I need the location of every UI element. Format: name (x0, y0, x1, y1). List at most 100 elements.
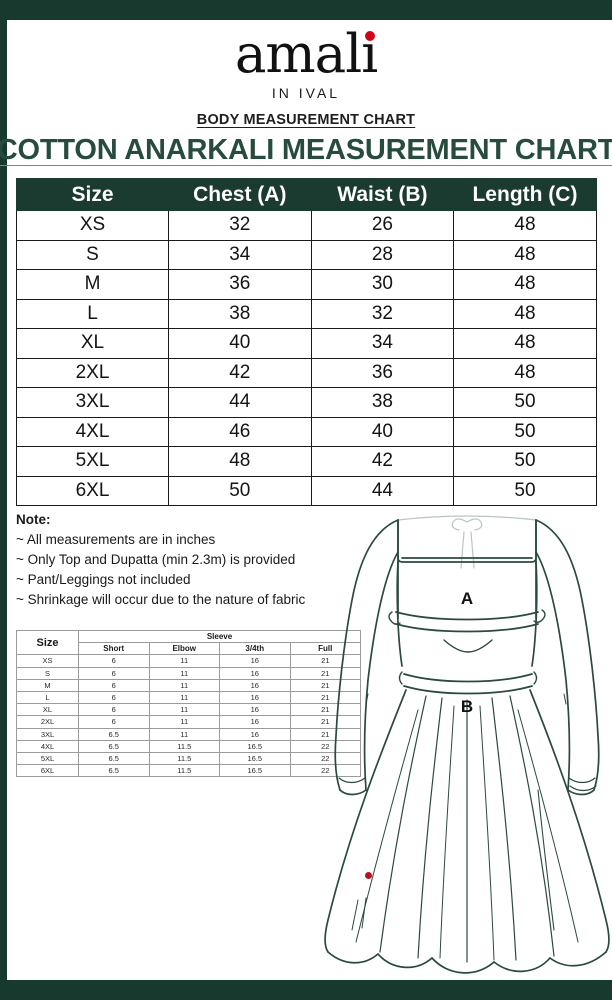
sleeve-cell-value: 16 (219, 666, 291, 680)
sleeve-column-header-elbow: Elbow (148, 642, 220, 656)
cell-size: 4XL (16, 416, 169, 447)
table-row: M 36 30 48 (16, 269, 597, 300)
sleeve-cell-value: 16 (219, 727, 291, 741)
sleeve-table-row: XS 6 11 16 21 (16, 654, 362, 668)
sleeve-table-row: 4XL 6.5 11.5 16.5 22 (16, 739, 362, 753)
cell-value: 48 (168, 446, 312, 477)
cell-size: S (16, 239, 169, 270)
sleeve-cell-value: 16 (219, 690, 291, 705)
sleeve-cell-value: 22 (289, 764, 362, 778)
sleeve-cell-value: 6 (78, 654, 150, 668)
sleeve-cell-value: 16 (219, 715, 291, 729)
cell-value: 40 (168, 328, 312, 359)
table-row: XL 40 34 48 (16, 328, 597, 359)
accent-dot-icon (365, 872, 372, 879)
top-band (0, 0, 612, 20)
cell-value: 26 (310, 210, 455, 241)
page-title-container: COTTON ANARKALI MEASUREMENT CHART (0, 136, 612, 166)
main-table-body: XS 32 26 48 S 34 28 48 M 36 30 48 L 38 32 48 XL 40 34 48 2XL… (16, 210, 597, 506)
cell-value: 28 (310, 239, 455, 270)
sleeve-cell-size: 2XL (16, 715, 79, 729)
cell-value: 48 (453, 210, 597, 241)
cell-size: 3XL (16, 387, 169, 418)
sleeve-table-row: 3XL 6.5 11 16 21 (16, 727, 362, 741)
sleeve-cell-value: 6 (78, 715, 150, 729)
cell-size: M (16, 269, 169, 300)
sleeve-cell-value: 6.5 (78, 751, 150, 766)
cell-value: 48 (453, 269, 597, 300)
cell-value: 48 (453, 357, 597, 388)
bottom-band (0, 980, 612, 1000)
sleeve-cell-value: 16 (219, 678, 291, 692)
column-header-size: Size (16, 178, 169, 211)
sleeve-cell-value: 6 (78, 666, 150, 680)
cell-value: 50 (168, 475, 312, 506)
sleeve-measurement-table: Size Sleeve Short Elbow 3/4th Full XS 6 11… (16, 629, 362, 778)
cell-value: 38 (310, 387, 455, 418)
table-row: L 38 32 48 (16, 298, 597, 329)
table-row: 6XL 50 44 50 (16, 475, 597, 506)
sleeve-cell-value: 11 (148, 690, 220, 705)
sleeve-cell-size: 4XL (16, 739, 79, 753)
table-row: 2XL 42 36 48 (16, 357, 597, 388)
cell-value: 50 (453, 446, 597, 477)
cell-value: 44 (310, 475, 455, 506)
sleeve-cell-value: 11 (148, 703, 220, 717)
sleeve-table-row: XL 6 11 16 21 (16, 703, 362, 717)
sleeve-cell-size: S (16, 666, 79, 680)
sleeve-cell-value: 11.5 (148, 751, 220, 766)
cell-value: 42 (310, 446, 455, 477)
sleeve-cell-size: XL (16, 703, 79, 717)
sleeve-table-row: 2XL 6 11 16 21 (16, 715, 362, 729)
cell-value: 34 (168, 239, 312, 270)
sleeve-cell-size: XS (16, 654, 79, 668)
cell-size: 2XL (16, 357, 169, 388)
note-item: ~ Shrinkage will occur due to the nature… (16, 592, 306, 607)
sleeve-header-row-1: Size Sleeve (16, 629, 362, 656)
sleeve-table-row: 6XL 6.5 11.5 16.5 22 (16, 764, 362, 778)
cell-size: 6XL (16, 475, 169, 506)
cell-size: XS (16, 210, 169, 241)
sleeve-column-header-short: Short (78, 642, 150, 656)
sleeve-cell-size: 3XL (16, 727, 79, 741)
sleeve-cell-value: 11 (148, 715, 220, 729)
sleeve-table-row: M 6 11 16 21 (16, 678, 362, 692)
brand-block: amali IN IVAL BODY MEASUREMENT CHART (0, 24, 612, 129)
sleeve-cell-value: 6.5 (78, 764, 150, 778)
sleeve-cell-value: 11 (148, 666, 220, 680)
column-header-length: Length (C) (453, 178, 597, 211)
notes-title: Note: (16, 512, 51, 527)
page-title: COTTON ANARKALI MEASUREMENT CHART (0, 136, 612, 166)
table-row: XS 32 26 48 (16, 210, 597, 241)
sleeve-cell-value: 11 (148, 654, 220, 668)
brand-name-text: amali (234, 24, 378, 85)
cell-value: 48 (453, 239, 597, 270)
brand-accent-dot-icon (365, 31, 376, 41)
cell-value: 50 (453, 416, 597, 447)
cell-value: 50 (453, 387, 597, 418)
cell-value: 32 (310, 298, 455, 329)
sleeve-table-row: S 6 11 16 21 (16, 666, 362, 680)
sleeve-cell-value: 6 (78, 690, 150, 705)
sleeve-cell-value: 11 (148, 678, 220, 692)
table-row: S 34 28 48 (16, 239, 597, 270)
sleeve-cell-value: 11 (148, 727, 220, 741)
sleeve-cell-size: L (16, 690, 79, 705)
label-chest-a: A (461, 589, 473, 608)
sleeve-table-row: L 6 11 16 21 (16, 690, 362, 705)
cell-value: 30 (310, 269, 455, 300)
cell-value: 48 (453, 298, 597, 329)
left-band (0, 20, 7, 980)
table-row: 4XL 46 40 50 (16, 416, 597, 447)
sleeve-cell-value: 11.5 (148, 739, 220, 753)
cell-value: 42 (168, 357, 312, 388)
note-item: ~ All measurements are in inches (16, 532, 216, 547)
table-row: 5XL 48 42 50 (16, 446, 597, 477)
table-row: 3XL 44 38 50 (16, 387, 597, 418)
column-header-chest: Chest (A) (168, 178, 312, 211)
label-waist-b: B (461, 697, 473, 716)
cell-value: 32 (168, 210, 312, 241)
cell-value: 36 (168, 269, 312, 300)
body-measurement-table: Size Chest (A) Waist (B) Length (C) XS 32… (16, 178, 597, 506)
cell-size: 5XL (16, 446, 169, 477)
